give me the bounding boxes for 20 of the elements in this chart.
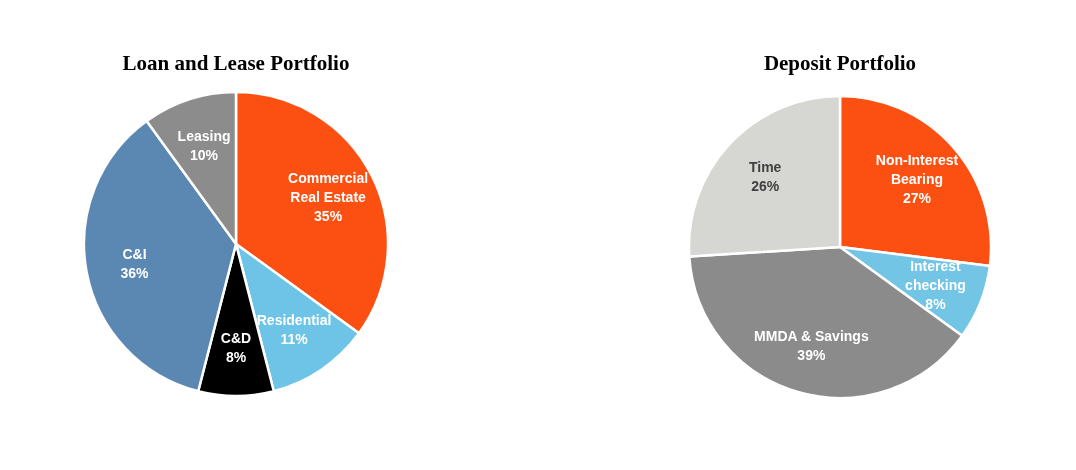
data-label: 8% xyxy=(925,295,947,312)
slice-label: Leasing xyxy=(177,128,231,145)
data-label: 8% xyxy=(225,348,247,365)
slice-label: Interest checking xyxy=(905,257,966,293)
data-label: 35% xyxy=(314,208,343,225)
data-label: 27% xyxy=(903,190,932,207)
chart-title: Deposit Portfolio xyxy=(763,51,917,75)
slice-label: C&D xyxy=(220,329,252,346)
data-label: 11% xyxy=(280,330,309,347)
data-label: 36% xyxy=(120,264,150,281)
data-label: 26% xyxy=(751,178,780,195)
slice-label: Commercial Real Estate xyxy=(288,170,369,206)
chart-title: Loan and Lease Portfolio xyxy=(122,51,350,75)
data-label: 39% xyxy=(797,347,826,364)
slice-label: MMDA & Savings xyxy=(754,328,869,345)
slice-label: Time xyxy=(748,159,782,176)
slice-label: Residential xyxy=(256,311,332,328)
slice-label: Non-Interest Bearing xyxy=(875,152,959,188)
data-label: 10% xyxy=(190,147,219,164)
slice-label: C&I xyxy=(122,245,147,262)
